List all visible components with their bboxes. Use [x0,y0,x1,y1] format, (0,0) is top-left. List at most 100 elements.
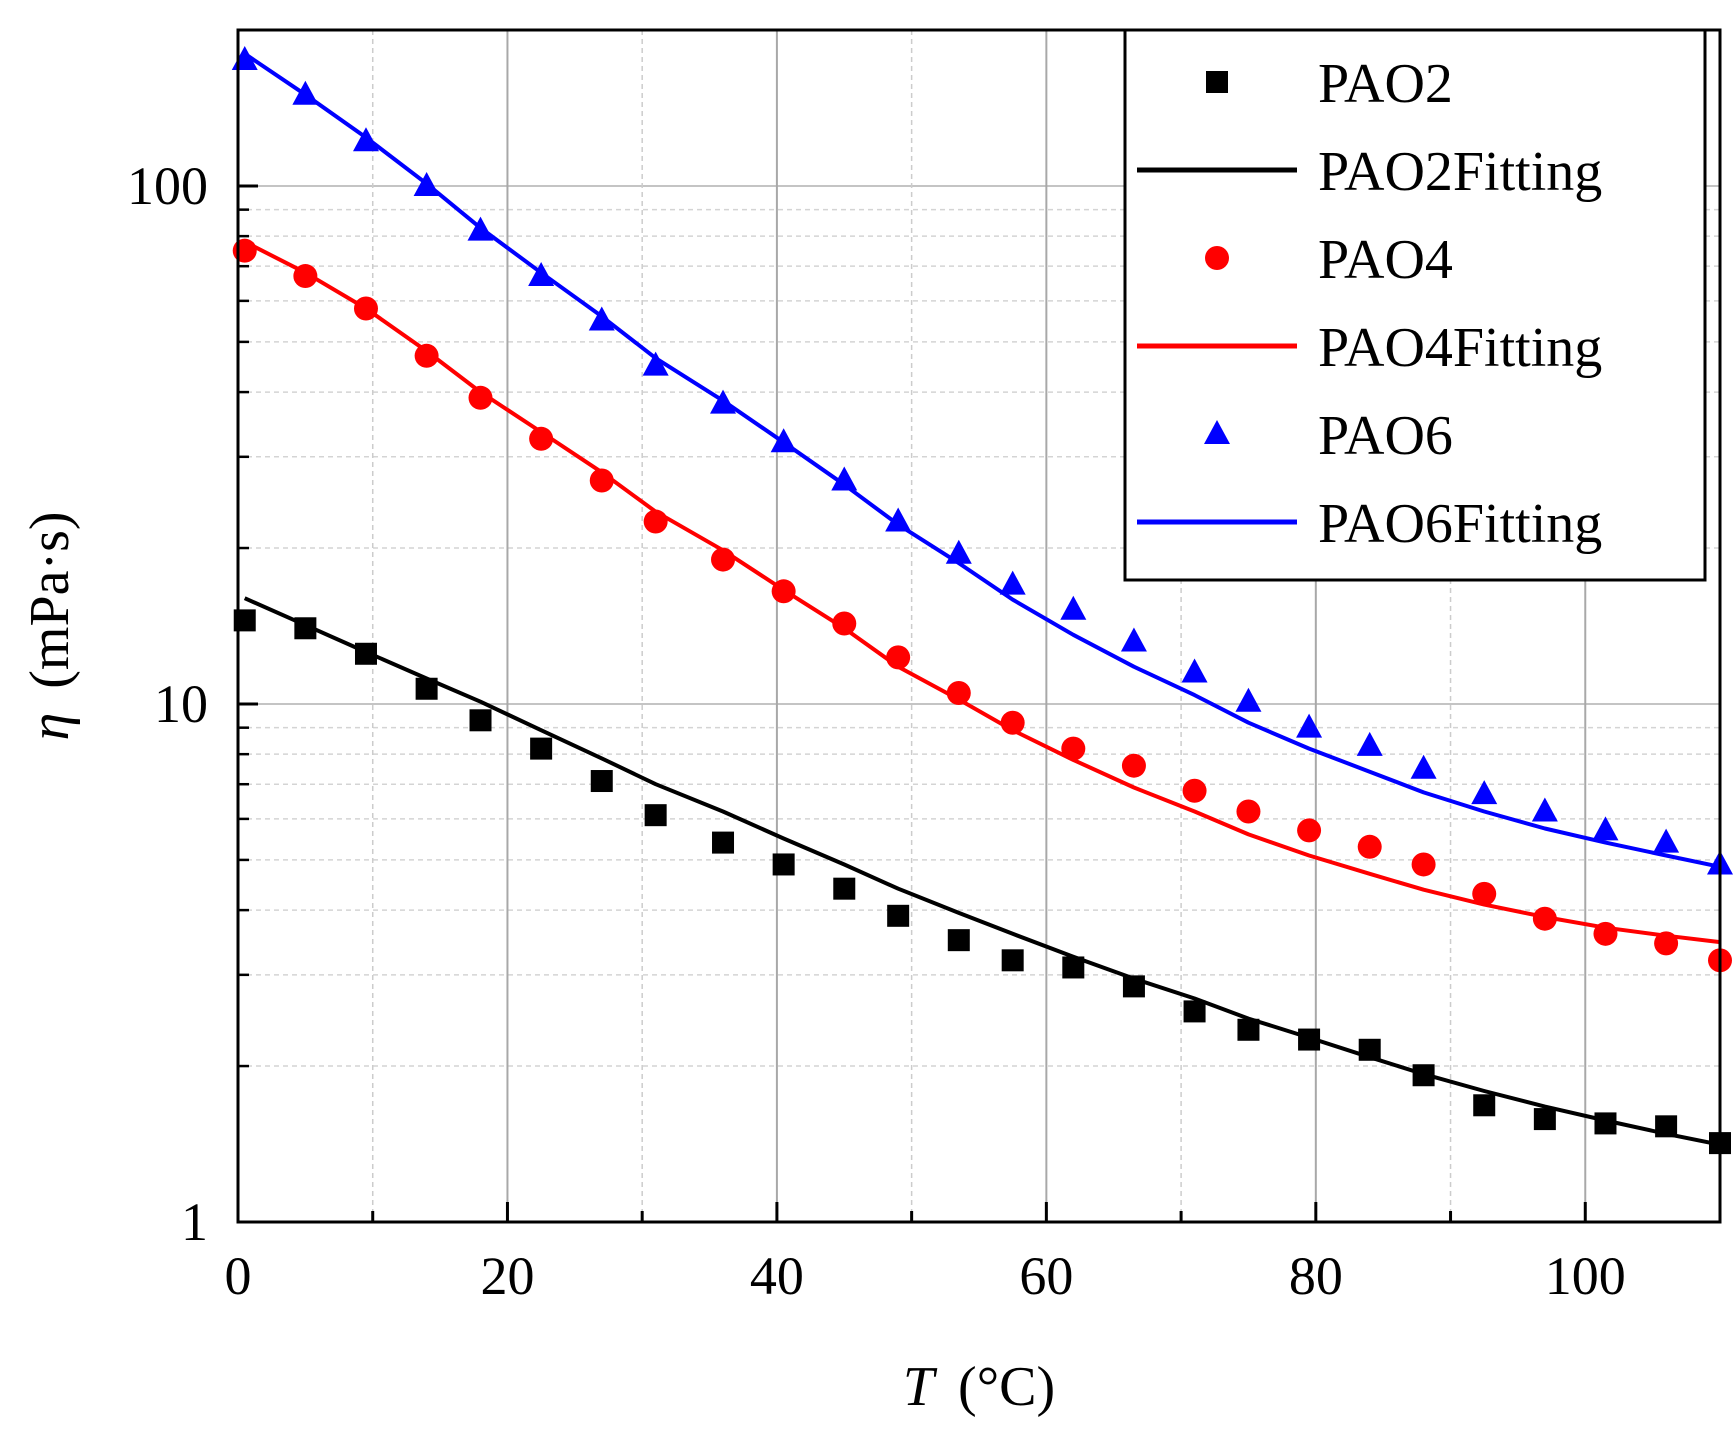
legend-label-pao6-fitting: PAO6Fitting [1318,493,1602,555]
data-point-pao4 [946,680,971,705]
data-point-pao6 [945,539,972,564]
data-point-pao4 [1182,778,1207,803]
legend-label-pao6: PAO6 [1318,405,1453,467]
legend-label-pao2: PAO2 [1318,53,1453,115]
data-point-pao4 [468,385,493,410]
data-point-pao2 [530,737,553,760]
data-point-pao2 [294,617,317,640]
data-point-pao4 [1297,818,1322,843]
data-point-pao2 [772,853,795,876]
data-point-pao2 [1237,1018,1260,1041]
data-point-pao2 [1594,1112,1617,1135]
data-point-pao6 [642,351,669,376]
data-point-pao4 [414,343,439,368]
data-point-pao6 [885,507,912,532]
data-point-pao6 [352,127,379,152]
data-point-pao6 [1296,713,1323,738]
x-axis-title: T (°C) [903,1356,1055,1418]
y-tick-label: 10 [154,674,208,734]
x-tick-label: 0 [225,1246,252,1306]
data-point-pao6 [588,306,615,331]
data-point-pao2 [644,804,667,827]
data-point-pao6 [413,171,440,196]
data-point-pao6 [1060,595,1087,620]
data-point-pao4 [1236,799,1261,824]
data-point-pao4 [1532,906,1557,931]
x-tick-label: 40 [750,1246,804,1306]
data-point-pao4 [1472,881,1497,906]
data-point-pao4 [529,426,554,451]
data-point-pao6 [831,466,858,491]
y-axis-unit: (mPa·s) [19,511,81,688]
legend-marker-pao4 [1205,246,1229,270]
legend-marker-pao6 [1204,420,1230,444]
data-point-pao6 [1592,816,1619,841]
data-point-pao2 [833,877,856,900]
y-axis-title: η (mPa·s) [19,511,81,740]
data-point-pao2 [1001,949,1024,972]
data-point-pao2 [1122,975,1145,998]
data-point-pao6 [467,216,494,241]
data-point-pao2 [1473,1094,1496,1117]
data-point-pao2 [1062,956,1085,979]
plot-frame [236,28,1722,1224]
data-point-pao4 [232,238,257,263]
data-point-pao2 [354,642,377,665]
x-axis-symbol: T [903,1356,938,1418]
legend-label-pao4-fitting: PAO4Fitting [1318,317,1602,379]
data-point-pao4 [1357,834,1382,859]
data-point-pao4 [1654,931,1679,956]
x-tick-label: 20 [480,1246,534,1306]
data-point-pao2 [1298,1028,1321,1051]
data-point-pao4 [1061,736,1086,761]
x-tick-label: 60 [1019,1246,1073,1306]
axis-ticks: 0 20 40 60 80 100 1 10 100 [127,28,1626,1306]
data-point-pao6 [1235,687,1262,712]
data-point-pao2 [415,677,438,700]
data-point-pao2 [712,831,735,854]
data-point-pao6 [999,570,1026,595]
data-point-pao6 [1356,731,1383,756]
legend-label-pao2-fitting: PAO2Fitting [1318,141,1602,203]
data-point-pao2 [1655,1115,1678,1138]
data-point-pao2 [947,929,970,952]
legend-label-pao4: PAO4 [1318,229,1453,291]
data-point-pao2 [1533,1108,1556,1131]
data-point-pao6 [710,389,737,414]
x-tick-label: 80 [1289,1246,1343,1306]
x-tick-label: 100 [1545,1246,1626,1306]
y-axis-symbol: η [19,713,81,741]
legend-marker-pao2 [1206,71,1228,93]
data-point-pao2 [1358,1038,1381,1061]
data-point-pao6 [1531,797,1558,822]
legend-box [1123,28,1707,582]
data-point-pao4 [1000,710,1025,735]
data-point-pao4 [1411,852,1436,877]
legend: PAO2 PAO2Fitting PAO4 PAO4Fitting PAO6 PAO6Fi… [1123,28,1707,582]
data-point-pao2 [1183,1000,1206,1023]
data-point-pao2 [1412,1064,1435,1087]
y-tick-label: 100 [127,156,208,216]
data-point-pao6 [1410,754,1437,779]
data-point-pao4 [886,645,911,670]
fit-line-pao2 [243,596,1721,1147]
data-point-pao4 [589,468,614,493]
data-point-pao2 [469,709,492,732]
data-point-pao4 [643,509,668,534]
data-point-pao4 [293,264,318,289]
data-point-pao6 [292,80,319,105]
data-point-pao4 [1121,753,1146,778]
data-point-pao2 [590,770,613,793]
data-point-pao4 [1593,921,1618,946]
data-point-pao6 [1653,828,1680,853]
data-point-pao6 [770,428,797,453]
y-tick-label: 1 [181,1192,208,1252]
data-point-pao6 [1120,627,1147,652]
data-point-pao4 [771,579,796,604]
data-point-pao4 [353,296,378,321]
data-point-pao6 [1181,658,1208,683]
data-point-pao2 [887,904,910,927]
data-point-pao6 [528,262,555,287]
data-point-pao6 [1471,780,1498,805]
